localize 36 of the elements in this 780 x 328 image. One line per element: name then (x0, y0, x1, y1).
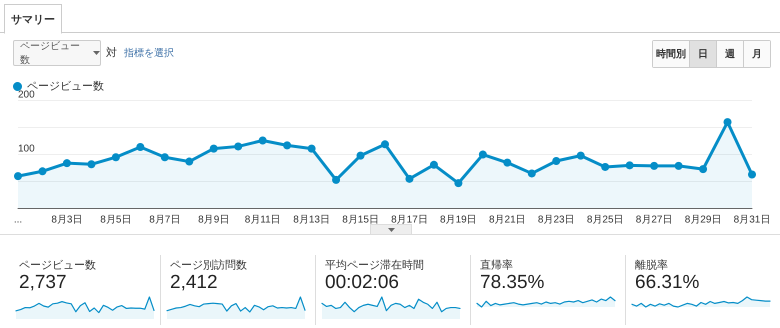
chart-subtitle: 78.35% (480, 272, 545, 293)
chart-subtitle: 00:02:06 (325, 272, 399, 293)
text: ページビュー数 (20, 40, 81, 67)
text: 対 (106, 46, 117, 60)
x-tick-label: 8月13日 (293, 214, 330, 226)
chart-title: 平均ページ滞在時間 (325, 258, 424, 272)
x-tick-label: 8月19日 (440, 214, 477, 226)
text: 月 (743, 41, 770, 67)
x-tick-label: 8月15日 (342, 214, 379, 226)
chart-title: 離脱率 (635, 258, 668, 272)
text: 指標を選択 (124, 46, 174, 60)
x-tick-label: 8月23日 (538, 214, 575, 226)
x-tick-label: 8月9日 (198, 214, 230, 226)
text: 週 (716, 41, 743, 67)
x-tick-label: 8月3日 (51, 214, 82, 226)
chart-title: ページ別訪問数 (170, 258, 247, 272)
x-tick-label: 8月25日 (586, 214, 624, 226)
y-tick-label: 100 (18, 144, 36, 154)
chart-title: ページビュー数 (19, 260, 96, 272)
x-tick-label: 8月7日 (149, 214, 180, 226)
x-tick-label: 8月27日 (636, 214, 672, 226)
chart-subtitle: 66.31% (635, 272, 700, 293)
text: 日 (689, 41, 716, 67)
text: 時間別 (653, 41, 689, 67)
chart-subtitle: 2,737 (19, 272, 67, 293)
text: サマリー (4, 4, 62, 34)
x-tick-label: ... (14, 214, 22, 226)
x-tick-label: 8月17日 (391, 214, 428, 226)
chart-title: 直帰率 (480, 258, 513, 272)
x-tick-label: 8月31日 (734, 214, 770, 226)
chart-subtitle: 2,412 (170, 272, 218, 293)
x-tick-label: 8月21日 (488, 214, 526, 226)
y-tick-label: 200 (18, 90, 36, 100)
x-tick-label: 8月5日 (100, 214, 132, 226)
x-tick-label: 8月29日 (684, 214, 722, 226)
x-tick-label: 8月11日 (244, 214, 281, 226)
